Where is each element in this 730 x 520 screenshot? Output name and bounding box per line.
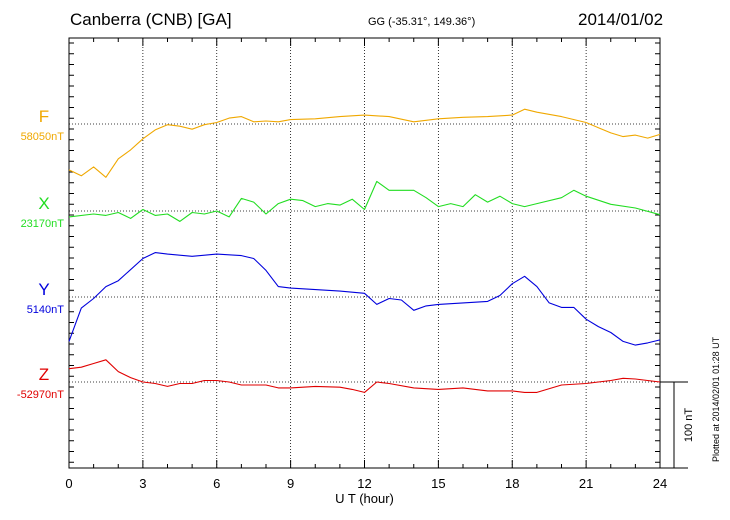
x-tick-label: 0 bbox=[65, 476, 72, 491]
coordinates-label: GG (-35.31°, 149.36°) bbox=[368, 16, 476, 28]
series-label-z: Z bbox=[39, 365, 49, 384]
series-label-x: X bbox=[38, 194, 49, 213]
series-line-f bbox=[68, 108, 661, 178]
x-tick-label: 3 bbox=[139, 476, 146, 491]
series-baseline-y: 5140nT bbox=[27, 304, 65, 316]
scale-bar-label: 100 nT bbox=[683, 408, 695, 443]
series-line-y bbox=[68, 252, 661, 346]
x-tick-label: 6 bbox=[213, 476, 220, 491]
series-baseline-x: 23170nT bbox=[21, 218, 65, 230]
series-label-f: F bbox=[39, 107, 49, 126]
x-tick-label: 21 bbox=[579, 476, 593, 491]
date-label: 2014/01/02 bbox=[578, 10, 664, 29]
x-axis-label: U T (hour) bbox=[335, 491, 394, 506]
station-title: Canberra (CNB) [GA] bbox=[70, 10, 232, 29]
series-baseline-z: -52970nT bbox=[17, 389, 64, 401]
series-baseline-f: 58050nT bbox=[21, 131, 65, 143]
x-tick-label: 15 bbox=[431, 476, 445, 491]
series-label-y: Y bbox=[38, 280, 49, 299]
x-tick-label: 12 bbox=[357, 476, 371, 491]
x-tick-label: 9 bbox=[287, 476, 294, 491]
series-line-x bbox=[68, 180, 661, 222]
series-line-z bbox=[68, 359, 661, 393]
x-tick-label: 24 bbox=[653, 476, 667, 491]
x-tick-label: 18 bbox=[505, 476, 519, 491]
